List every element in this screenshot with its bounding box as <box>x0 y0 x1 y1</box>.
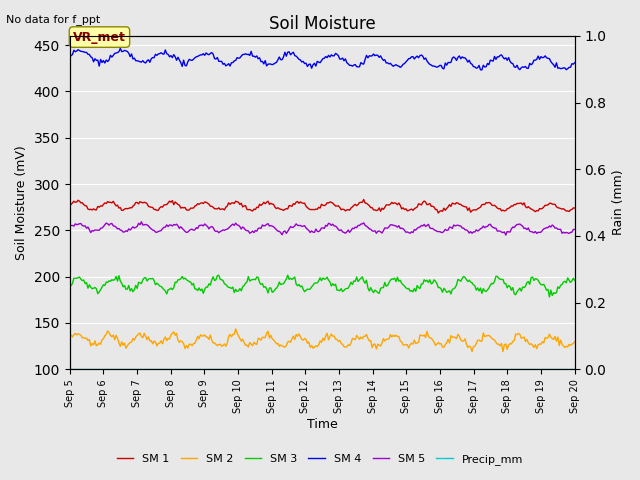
Line: SM 4: SM 4 <box>70 48 575 70</box>
SM 5 <box>138 219 145 225</box>
Y-axis label: Rain (mm): Rain (mm) <box>612 170 625 235</box>
Precip_mm <box>216 366 224 372</box>
Legend: SM 1, SM 2, SM 3, SM 4, SM 5, Precip_mm: SM 1, SM 2, SM 3, SM 4, SM 5, Precip_mm <box>112 450 528 469</box>
X-axis label: Time: Time <box>307 419 337 432</box>
SM 4 <box>545 56 553 61</box>
SM 3 <box>128 286 136 291</box>
SM 3 <box>233 288 241 294</box>
SM 5 <box>218 228 225 234</box>
SM 2 <box>545 331 553 337</box>
SM 5 <box>545 223 553 229</box>
Precip_mm <box>233 366 241 372</box>
SM 2 <box>243 342 251 348</box>
SM 1 <box>571 205 579 211</box>
SM 5 <box>288 225 296 230</box>
SM 1 <box>435 210 442 216</box>
SM 5 <box>502 232 509 238</box>
SM 1 <box>66 202 74 208</box>
SM 1 <box>360 197 367 203</box>
SM 2 <box>468 349 476 355</box>
SM 1 <box>242 203 250 208</box>
Line: SM 1: SM 1 <box>70 200 575 213</box>
SM 2 <box>128 339 136 345</box>
Y-axis label: Soil Moisture (mV): Soil Moisture (mV) <box>15 145 28 260</box>
SM 4 <box>66 54 74 60</box>
Title: Soil Moisture: Soil Moisture <box>269 15 376 33</box>
Line: SM 2: SM 2 <box>70 329 575 352</box>
SM 1 <box>287 203 294 209</box>
SM 1 <box>216 206 224 212</box>
Line: SM 5: SM 5 <box>70 222 575 235</box>
SM 3 <box>571 277 579 283</box>
SM 3 <box>544 287 552 292</box>
SM 4 <box>235 55 243 61</box>
SM 5 <box>243 228 251 234</box>
SM 2 <box>216 341 224 347</box>
SM 2 <box>66 336 74 342</box>
SM 4 <box>116 46 124 51</box>
SM 3 <box>288 276 296 282</box>
SM 2 <box>232 326 239 332</box>
Text: No data for f_ppt: No data for f_ppt <box>6 14 100 25</box>
SM 2 <box>235 333 243 339</box>
SM 4 <box>478 67 486 73</box>
Precip_mm <box>242 366 250 372</box>
SM 3 <box>545 294 553 300</box>
SM 1 <box>545 201 553 206</box>
Precip_mm <box>66 366 74 372</box>
SM 5 <box>235 222 243 228</box>
SM 1 <box>128 205 136 211</box>
SM 4 <box>571 60 579 66</box>
Precip_mm <box>571 366 579 372</box>
SM 3 <box>216 276 224 282</box>
SM 3 <box>242 280 250 286</box>
SM 4 <box>218 59 225 64</box>
SM 4 <box>129 56 137 62</box>
SM 2 <box>571 339 579 345</box>
SM 5 <box>128 226 136 231</box>
Text: VR_met: VR_met <box>73 31 126 44</box>
SM 4 <box>288 50 296 56</box>
SM 5 <box>66 224 74 230</box>
Line: SM 3: SM 3 <box>70 275 575 297</box>
Precip_mm <box>287 366 294 372</box>
SM 3 <box>284 272 292 278</box>
SM 5 <box>571 227 579 232</box>
Precip_mm <box>128 366 136 372</box>
SM 3 <box>66 281 74 287</box>
Precip_mm <box>543 366 550 372</box>
SM 1 <box>233 199 241 204</box>
SM 4 <box>243 52 251 58</box>
SM 2 <box>288 336 296 342</box>
